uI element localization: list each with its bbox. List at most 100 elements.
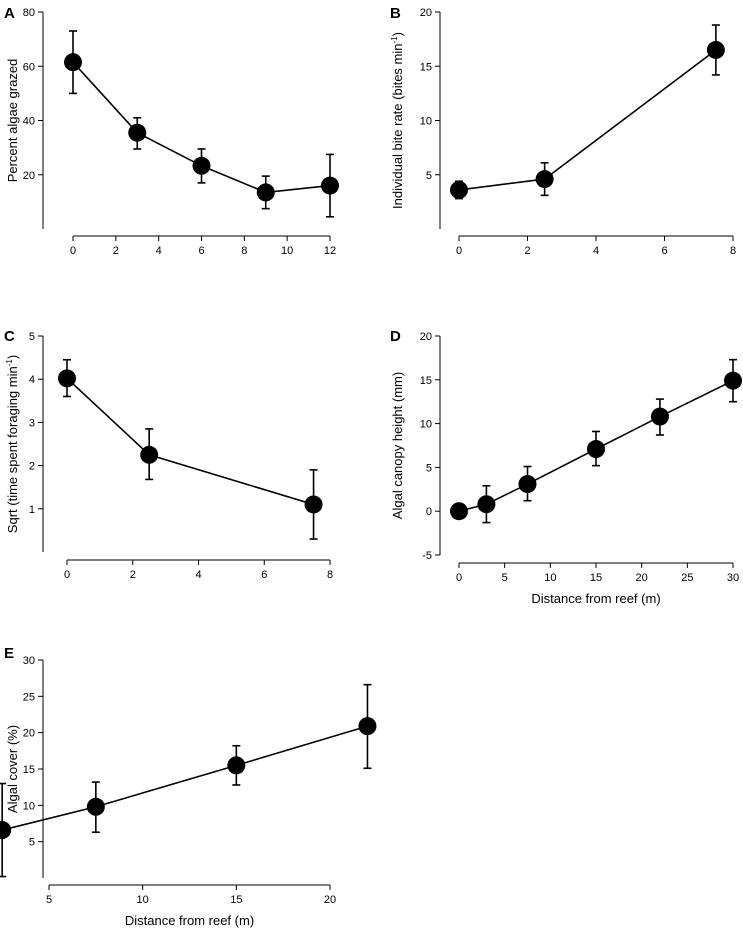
y-tick-label: 5 — [426, 170, 432, 182]
x-tick-label: 4 — [593, 245, 599, 257]
data-point — [256, 183, 275, 202]
data-point — [128, 123, 147, 142]
x-tick-label: 8 — [241, 245, 247, 257]
y-tick-label: 30 — [23, 655, 35, 667]
y-tick-label: 20 — [23, 728, 35, 740]
x-tick-label: 20 — [636, 572, 648, 584]
data-point — [587, 440, 605, 459]
y-tick-label: -5 — [422, 550, 432, 562]
y-axis-title-end: ) — [5, 355, 20, 359]
x-tick-label: 12 — [324, 245, 336, 257]
y-tick-label: 3 — [29, 417, 35, 429]
x-tick-label: 20 — [324, 894, 336, 906]
y-axis-title-text: Sqrt (time spent foraging min — [5, 366, 20, 533]
x-tick-label: 25 — [681, 572, 693, 584]
y-tick-label: 15 — [23, 764, 35, 776]
x-tick-label: 8 — [730, 245, 736, 257]
x-tick-label: 6 — [661, 245, 667, 257]
data-point — [450, 180, 468, 199]
x-tick-label: 5 — [502, 572, 508, 584]
y-tick-label: 15 — [420, 61, 432, 73]
x-tick-label: 15 — [230, 894, 242, 906]
series-line — [458, 49, 717, 191]
data-point — [706, 40, 725, 59]
y-axis-title: Algal cover (%) — [5, 725, 20, 813]
y-axis-title-text: Percent algae grazed — [5, 59, 20, 183]
y-tick-label: 2 — [29, 461, 35, 473]
y-axis-title: Individual bite rate (bites min-1) — [390, 32, 405, 209]
panel-letter: A — [4, 5, 15, 22]
y-axis-title-text: Algal canopy height (mm) — [390, 372, 405, 519]
x-tick-label: 5 — [46, 894, 52, 906]
x-tick-label: 0 — [64, 569, 70, 581]
y-tick-label: 1 — [29, 504, 35, 516]
data-point — [86, 797, 105, 816]
panel-letter: C — [4, 328, 15, 345]
y-tick-label: 5 — [29, 331, 35, 343]
panel-letter: D — [390, 328, 401, 345]
x-tick-label: 0 — [70, 245, 76, 257]
x-axis-title: Distance from reef (m) — [125, 913, 254, 928]
x-tick-label: 10 — [137, 894, 149, 906]
y-tick-label: 15 — [420, 375, 432, 387]
x-tick-label: 30 — [727, 572, 739, 584]
y-axis-title: Percent algae grazed — [5, 59, 20, 183]
y-tick-label: 10 — [420, 116, 432, 128]
x-tick-label: 4 — [195, 569, 201, 581]
data-point — [450, 502, 468, 521]
x-tick-label: 6 — [198, 245, 204, 257]
data-point — [58, 369, 76, 388]
x-tick-label: 0 — [456, 245, 462, 257]
y-axis-title-superscript: -1 — [390, 36, 399, 44]
data-point — [477, 495, 496, 514]
x-tick-label: 4 — [156, 245, 162, 257]
y-axis-title-end: ) — [390, 32, 405, 36]
y-tick-label: 40 — [23, 116, 35, 128]
data-point — [304, 495, 323, 514]
panel-a: A 20 40 60 80 0 2 4 6 8 10 12 Percent algae grazed — [4, 5, 339, 257]
x-tick-label: 6 — [261, 569, 267, 581]
data-point — [724, 371, 742, 390]
data-point — [358, 717, 377, 736]
x-tick-label: 2 — [130, 569, 136, 581]
panel-letter: E — [4, 645, 14, 662]
y-tick-label: 5 — [426, 462, 432, 474]
y-tick-label: 20 — [420, 331, 432, 343]
y-axis-title-superscript: -1 — [5, 359, 14, 367]
data-point — [321, 176, 339, 195]
series-line — [1, 725, 368, 831]
panel-letter: B — [390, 5, 401, 22]
data-point — [140, 445, 159, 464]
y-axis-title: Algal canopy height (mm) — [390, 372, 405, 519]
y-tick-label: 0 — [426, 506, 432, 518]
x-tick-label: 15 — [590, 572, 602, 584]
x-tick-label: 2 — [524, 245, 530, 257]
y-tick-label: 80 — [23, 7, 35, 19]
y-tick-label: 10 — [23, 800, 35, 812]
y-tick-label: 20 — [23, 170, 35, 182]
x-tick-label: 10 — [544, 572, 556, 584]
y-tick-label: 25 — [23, 691, 35, 703]
y-tick-label: 5 — [29, 837, 35, 849]
y-tick-label: 4 — [29, 374, 35, 386]
x-tick-label: 10 — [281, 245, 293, 257]
series-line — [66, 377, 314, 506]
data-point — [535, 170, 554, 189]
x-tick-label: 2 — [113, 245, 119, 257]
data-point — [0, 821, 12, 840]
y-tick-label: 60 — [23, 61, 35, 73]
panel-b: B 5 10 15 20 0 2 4 6 8 Individual bite rate (bites… — [390, 5, 736, 257]
data-point — [518, 475, 537, 494]
y-axis-title-text: Algal cover (%) — [5, 725, 20, 813]
x-axis-title: Distance from reef (m) — [531, 591, 660, 606]
data-point — [650, 407, 669, 426]
panel-d: D -5 0 5 10 15 20 0 5 10 15 20 25 30 Algal canopy heig… — [390, 328, 742, 606]
y-axis-title-text: Individual bite rate (bites min — [390, 43, 405, 208]
panel-c: C 1 2 3 4 5 0 2 4 6 8 Sqrt (time spent foraging min… — [4, 328, 333, 581]
data-point — [227, 756, 246, 775]
data-point — [192, 156, 211, 175]
x-tick-label: 0 — [456, 572, 462, 584]
y-tick-label: 20 — [420, 7, 432, 19]
